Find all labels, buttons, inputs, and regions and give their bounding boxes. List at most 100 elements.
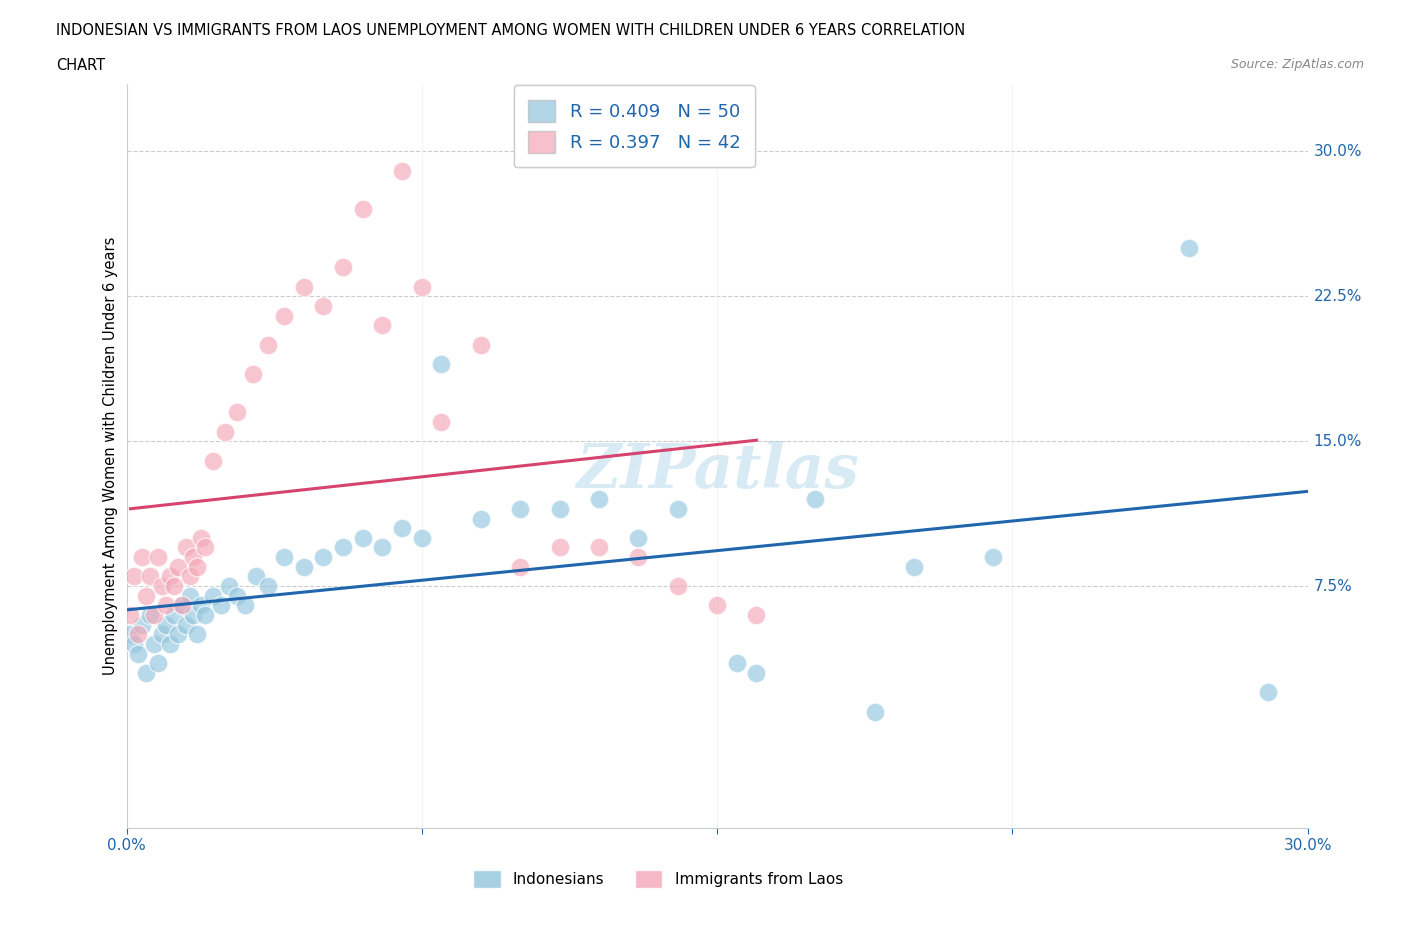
Point: [124, 569, 146, 584]
Point: [981, 550, 1004, 565]
Text: Source: ZipAtlas.com: Source: ZipAtlas.com: [1230, 58, 1364, 71]
Legend: R = 0.409   N = 50, R = 0.397   N = 42: R = 0.409 N = 50, R = 0.397 N = 42: [513, 86, 755, 167]
Point: [292, 559, 315, 574]
Point: [183, 550, 205, 565]
Y-axis label: Unemployment Among Women with Children Under 6 years: Unemployment Among Women with Children U…: [103, 236, 118, 675]
Point: [391, 164, 413, 179]
Point: [209, 598, 232, 613]
Point: [548, 501, 571, 516]
Text: ZIPatlas: ZIPatlas: [575, 441, 859, 500]
Point: [332, 259, 354, 274]
Point: [745, 666, 768, 681]
Point: [725, 656, 748, 671]
Point: [352, 202, 374, 217]
Point: [430, 415, 453, 430]
Point: [190, 598, 212, 613]
Point: [218, 578, 240, 593]
Point: [174, 618, 197, 632]
Point: [332, 540, 354, 555]
Point: [163, 578, 186, 593]
Point: [225, 589, 247, 604]
Point: [163, 607, 186, 622]
Point: [131, 550, 153, 565]
Point: [863, 704, 886, 719]
Point: [233, 598, 256, 613]
Point: [430, 356, 453, 371]
Point: [131, 618, 153, 632]
Point: [257, 578, 280, 593]
Point: [135, 589, 157, 604]
Text: INDONESIAN VS IMMIGRANTS FROM LAOS UNEMPLOYMENT AMONG WOMEN WITH CHILDREN UNDER : INDONESIAN VS IMMIGRANTS FROM LAOS UNEMP…: [56, 23, 966, 38]
Point: [166, 559, 188, 574]
Point: [202, 453, 225, 468]
Point: [183, 607, 205, 622]
Point: [242, 366, 264, 381]
Point: [190, 530, 212, 545]
Point: [745, 607, 768, 622]
Point: [470, 512, 492, 526]
Point: [1178, 241, 1201, 256]
Text: 22.5%: 22.5%: [1313, 289, 1362, 304]
Point: [155, 618, 177, 632]
Point: [627, 530, 650, 545]
Point: [159, 637, 181, 652]
Point: [127, 627, 149, 642]
Point: [371, 540, 394, 555]
Point: [411, 530, 433, 545]
Point: [509, 559, 531, 574]
Point: [179, 569, 201, 584]
Point: [391, 521, 413, 536]
Point: [174, 540, 197, 555]
Point: [186, 559, 208, 574]
Point: [166, 627, 188, 642]
Point: [155, 598, 177, 613]
Point: [124, 637, 146, 652]
Point: [170, 598, 193, 613]
Point: [143, 607, 166, 622]
Point: [273, 550, 295, 565]
Text: 30.0%: 30.0%: [1313, 144, 1362, 159]
Point: [706, 598, 728, 613]
Point: [143, 637, 166, 652]
Point: [548, 540, 571, 555]
Point: [312, 550, 335, 565]
Point: [666, 578, 689, 593]
Point: [139, 607, 162, 622]
Point: [146, 550, 169, 565]
Point: [470, 338, 492, 352]
Point: [245, 569, 267, 584]
Point: [273, 308, 295, 323]
Point: [352, 530, 374, 545]
Point: [804, 492, 827, 507]
Point: [509, 501, 531, 516]
Point: [170, 598, 193, 613]
Text: CHART: CHART: [56, 58, 105, 73]
Point: [1257, 685, 1279, 700]
Point: [150, 578, 173, 593]
Point: [120, 607, 142, 622]
Point: [127, 646, 149, 661]
Point: [194, 540, 217, 555]
Point: [159, 569, 181, 584]
Point: [186, 627, 208, 642]
Point: [371, 318, 394, 333]
Point: [588, 540, 610, 555]
Point: [666, 501, 689, 516]
Point: [179, 589, 201, 604]
Point: [150, 627, 173, 642]
Point: [225, 405, 247, 419]
Point: [135, 666, 157, 681]
Point: [146, 656, 169, 671]
Text: 15.0%: 15.0%: [1313, 433, 1362, 448]
Point: [257, 338, 280, 352]
Point: [588, 492, 610, 507]
Point: [194, 607, 217, 622]
Point: [120, 627, 142, 642]
Point: [627, 550, 650, 565]
Point: [214, 424, 236, 439]
Point: [312, 299, 335, 313]
Point: [202, 589, 225, 604]
Point: [411, 279, 433, 294]
Point: [903, 559, 925, 574]
Point: [139, 569, 162, 584]
